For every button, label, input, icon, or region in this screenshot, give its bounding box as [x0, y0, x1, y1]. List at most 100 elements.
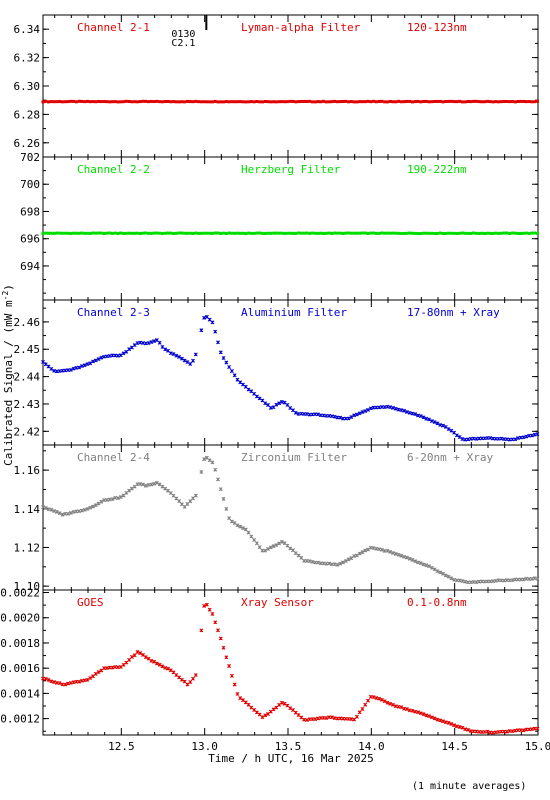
data-point	[460, 231, 464, 235]
data-point	[205, 100, 209, 104]
data-point	[104, 498, 109, 502]
data-point	[333, 99, 337, 103]
data-point	[516, 99, 520, 103]
data-point	[105, 231, 109, 235]
data-point	[194, 231, 198, 235]
data-point	[316, 231, 320, 235]
data-point	[210, 460, 215, 465]
data-point	[491, 231, 495, 235]
data-point	[460, 100, 464, 104]
data-point	[171, 670, 176, 675]
data-point	[63, 682, 68, 687]
data-point	[352, 231, 356, 235]
data-point	[138, 651, 143, 656]
data-point	[254, 394, 259, 399]
data-point	[418, 711, 423, 716]
data-point	[88, 676, 93, 680]
data-point	[68, 511, 73, 515]
data-point	[419, 232, 423, 236]
data-point	[466, 727, 470, 732]
data-point	[129, 486, 134, 491]
data-point	[210, 231, 214, 235]
data-point	[441, 100, 445, 104]
y-tick-label: 0.0014	[0, 687, 40, 700]
data-point	[494, 100, 498, 104]
data-point	[258, 231, 262, 235]
data-point	[138, 100, 142, 104]
data-point	[238, 524, 243, 529]
data-point	[249, 534, 254, 539]
data-point	[441, 423, 445, 428]
data-point	[380, 231, 384, 235]
data-point	[297, 231, 301, 235]
data-point	[441, 719, 445, 724]
data-point	[277, 231, 281, 235]
data-point	[147, 231, 151, 235]
data-point	[72, 99, 76, 103]
data-point	[246, 387, 251, 392]
data-point	[49, 679, 54, 684]
data-point	[227, 664, 232, 668]
y-tick-label: 700	[20, 178, 40, 191]
data-point	[222, 100, 226, 104]
data-point	[408, 231, 412, 235]
data-point	[102, 100, 106, 104]
data-point	[294, 100, 298, 104]
data-point	[208, 100, 212, 104]
data-point	[510, 100, 514, 104]
data-point	[83, 231, 87, 235]
data-point	[305, 99, 309, 103]
data-point	[313, 717, 318, 722]
data-point	[99, 231, 103, 235]
data-point	[160, 664, 165, 669]
data-point	[138, 482, 143, 486]
data-point	[157, 340, 162, 345]
data-point	[424, 231, 428, 235]
data-point	[152, 659, 157, 664]
data-point	[363, 702, 368, 707]
data-point	[257, 545, 262, 550]
data-point	[377, 405, 382, 410]
data-point	[288, 546, 293, 551]
data-point	[354, 714, 359, 719]
data-point	[363, 231, 367, 235]
data-point	[179, 677, 184, 682]
data-point	[280, 231, 284, 235]
data-point	[71, 509, 76, 514]
data-point	[424, 416, 429, 421]
data-point	[229, 673, 234, 678]
data-point	[519, 231, 523, 235]
data-point	[52, 368, 57, 373]
data-point	[466, 231, 470, 235]
data-point	[144, 231, 148, 235]
data-point	[357, 411, 362, 416]
data-point	[85, 506, 90, 511]
data-point	[332, 414, 337, 419]
data-point	[349, 231, 353, 235]
x-tick-label: 13.5	[275, 740, 302, 753]
data-point	[119, 100, 123, 104]
data-point	[288, 99, 292, 103]
data-point	[330, 100, 334, 104]
data-point	[110, 100, 114, 104]
data-point	[354, 412, 359, 417]
data-point	[55, 231, 59, 235]
y-tick-label: 2.44	[14, 371, 41, 384]
data-point	[107, 353, 112, 358]
data-point	[427, 714, 432, 719]
data-point	[230, 100, 234, 104]
data-point	[57, 511, 62, 516]
data-point	[182, 358, 187, 363]
data-point	[229, 369, 234, 373]
data-point	[385, 404, 390, 409]
data-point	[108, 231, 112, 235]
data-point	[202, 457, 207, 462]
data-point	[94, 231, 98, 235]
data-point	[458, 99, 462, 103]
data-point	[77, 365, 82, 370]
data-point	[427, 231, 431, 235]
data-point	[180, 100, 184, 104]
panel-1: 6.26 6.28 6.30 6.32 6.34 Channel 2-1 Lyman-alp…	[14, 14, 539, 158]
data-point	[413, 412, 418, 417]
data-point	[438, 570, 443, 575]
